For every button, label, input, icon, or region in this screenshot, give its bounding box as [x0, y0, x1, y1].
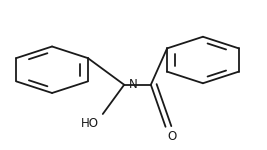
Text: N: N: [129, 78, 138, 90]
Text: O: O: [168, 130, 177, 143]
Text: HO: HO: [80, 117, 99, 130]
